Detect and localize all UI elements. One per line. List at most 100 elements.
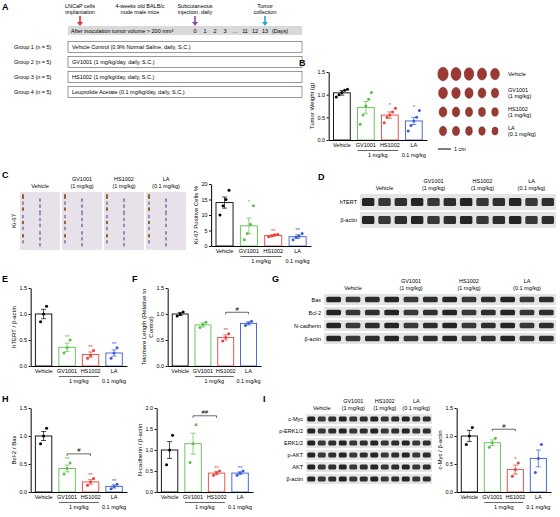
y-tick-label: 1.5 (446, 405, 454, 411)
day-label: ... (233, 28, 238, 34)
blot-band (391, 429, 399, 434)
nucleus (123, 200, 125, 202)
x-tick-label: HS1002 (81, 368, 101, 374)
data-point (301, 232, 304, 235)
day-label: 12 (252, 28, 258, 34)
y-tick-label: 1.0 (318, 92, 326, 98)
blot-band (462, 323, 477, 329)
marks (333, 88, 422, 140)
nucleus (123, 219, 125, 221)
data-point (198, 326, 201, 329)
day-label: 1 (203, 28, 206, 34)
tumor (452, 87, 460, 98)
x-tick-label: GV1001 (193, 368, 213, 374)
blot-band (402, 417, 410, 422)
blot-band (520, 336, 535, 342)
bar (208, 473, 224, 492)
nucleus (81, 219, 83, 221)
nucleus (39, 219, 41, 221)
image-label: Vehicle (31, 183, 49, 189)
blot-band (423, 477, 431, 482)
error-bar (112, 350, 117, 356)
text-line: (0.1 mg/kg) (402, 405, 430, 411)
blot-band (391, 477, 399, 482)
band-label: hTERT (340, 199, 358, 205)
blot-band (412, 477, 420, 482)
bar (216, 203, 233, 246)
group-name: Group 3 (n = 5) (14, 74, 52, 80)
nucleus (39, 233, 41, 235)
marks (461, 426, 546, 492)
y-tick-mark (209, 215, 211, 216)
y-tick: 0.0 (446, 489, 457, 495)
y-tick-label: 0 (205, 243, 208, 249)
y-tick-mark (29, 314, 31, 315)
y-tick-label: 1.5 (20, 405, 28, 411)
data-point (534, 471, 537, 474)
data-point (89, 480, 92, 483)
significance-label: ** (112, 478, 117, 484)
text-line: HS1002 (375, 398, 395, 404)
data-point (215, 472, 218, 475)
data-point (228, 189, 231, 192)
y-tick-mark (327, 95, 329, 96)
data-point (267, 235, 270, 238)
blot-band (442, 336, 457, 342)
x-tick-label: HS1002 (263, 248, 283, 254)
band-label: Bax (312, 297, 322, 303)
blot-band (328, 465, 336, 470)
x-tick: LA (410, 142, 417, 148)
significance-label: ** (238, 465, 243, 471)
error-bar (490, 440, 495, 446)
x-tick-label: LA (410, 142, 417, 148)
text-line: LA (413, 398, 420, 404)
panel-letter: I (263, 394, 266, 404)
figure: ABCDEFGHIAfter inoculation tumor volume … (0, 0, 560, 517)
blot-band (493, 216, 505, 224)
blot-band (509, 216, 521, 224)
data-point (204, 321, 207, 324)
x-tick: Vehicle (35, 494, 53, 500)
tumor (479, 108, 486, 117)
blot-band (360, 477, 368, 482)
x-tick-label: Vehicle (460, 494, 478, 500)
text-line: (1 mg/kg) (508, 112, 531, 118)
blot-band (318, 477, 326, 482)
y-tick-label: 0.0 (20, 489, 28, 495)
nucleus (64, 203, 66, 205)
error-bar (411, 117, 416, 124)
text-line: (1 mg/kg) (70, 183, 93, 189)
nucleus (39, 238, 41, 240)
y-tick-label: 1.5 (318, 69, 326, 75)
day-label: 2 (213, 28, 216, 34)
blot-band (318, 441, 326, 446)
lane-label: GV1001(1 mg/kg) (342, 398, 365, 411)
y-tick-label: 15 (202, 197, 208, 203)
tumor (479, 127, 485, 135)
x-tick-label: Vehicle (333, 142, 351, 148)
nucleus (22, 216, 24, 218)
data-point (168, 449, 171, 452)
nucleus (81, 233, 83, 235)
x-axis-line (212, 246, 312, 247)
blot-band (360, 465, 368, 470)
y-tick-label: 0.0 (20, 363, 28, 369)
sub-category-label: 1 mg/kg (205, 378, 225, 384)
blot-band (423, 336, 438, 342)
data-point (488, 446, 491, 449)
blot-band (339, 429, 347, 434)
y-tick-mark (209, 231, 211, 232)
nucleus (64, 222, 66, 224)
data-point (42, 435, 45, 438)
x-tick-label: HS1002 (81, 494, 101, 500)
blot-band (326, 323, 341, 329)
blot-band (328, 477, 336, 482)
y-tick-label: 2.0 (146, 405, 154, 411)
blot-band (384, 310, 399, 316)
arrow (194, 16, 196, 23)
bar-chart: Telomere Length (Relative toControl)0.00… (141, 285, 262, 383)
arrow-head (77, 22, 83, 26)
blot-band (476, 216, 488, 224)
y-tick: 1.0 (20, 433, 31, 439)
y-tick: 2.0 (146, 405, 157, 411)
